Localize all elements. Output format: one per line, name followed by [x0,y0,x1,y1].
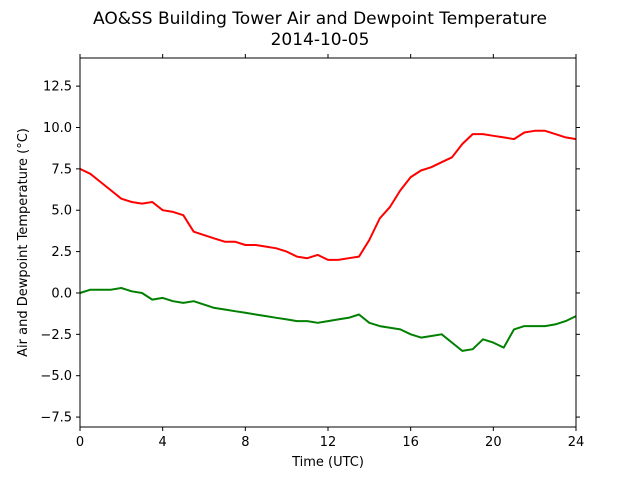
y-tick-label: 2.5 [51,245,72,260]
y-tick-label: 7.5 [51,162,72,177]
x-axis-label: Time (UTC) [291,455,364,470]
y-axis: −7.5 −5.0 −2.5 0.0 2.5 5.0 7.5 10.0 12.5 [40,80,580,426]
series-line-1 [79,287,577,352]
y-tick-label: 0.0 [51,286,72,301]
series-line-0 [79,129,577,261]
y-tick-label: −5.0 [40,369,72,384]
x-tick-label: 4 [159,435,167,450]
x-tick-label: 12 [320,435,337,450]
y-axis-label: Air and Dewpoint Temperature (°C) [16,128,31,357]
x-axis: 0 4 8 12 16 20 24 [76,54,584,450]
y-tick-label: 12.5 [43,80,72,95]
y-tick-label: −2.5 [40,328,72,343]
chart-subtitle: 2014-10-05 [271,30,370,50]
x-tick-label: 0 [76,435,84,450]
x-tick-label: 16 [402,435,419,450]
chart-title: AO&SS Building Tower Air and Dewpoint Te… [93,9,547,29]
y-tick-label: 10.0 [43,121,72,136]
x-tick-label: 8 [241,435,249,450]
x-tick-label: 24 [568,435,585,450]
plot-area [79,129,577,352]
x-tick-label: 20 [485,435,502,450]
y-tick-label: 5.0 [51,204,72,219]
y-tick-label: −7.5 [40,411,72,426]
